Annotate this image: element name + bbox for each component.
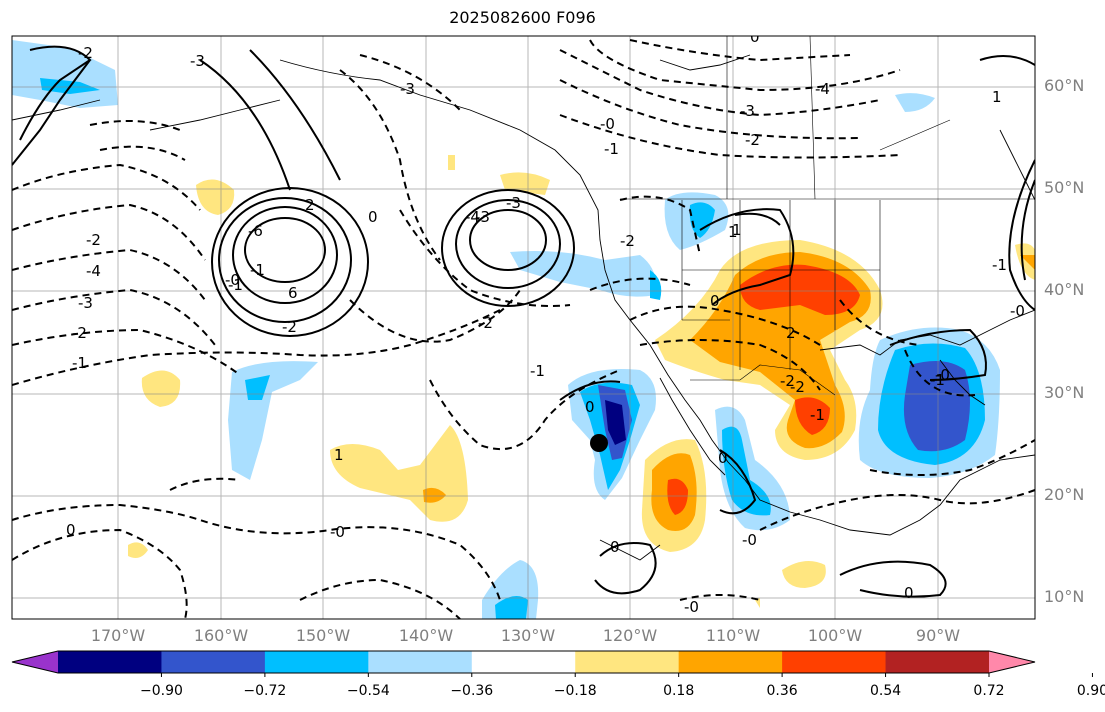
contour-label: -2 <box>72 324 87 342</box>
contour-label: -3 <box>506 194 521 212</box>
contour-label: -0 <box>935 366 950 384</box>
colorbar-segment <box>885 651 990 673</box>
contour-label: -3 <box>740 102 755 120</box>
contour-label: 0 <box>710 292 720 310</box>
contour-label: -0 <box>600 115 615 133</box>
colorbar-segment <box>471 651 576 673</box>
colorbar-tick-label: −0.36 <box>450 683 494 699</box>
colorbar-segment <box>678 651 783 673</box>
colorbar-segment <box>575 651 680 673</box>
lat-label: 50°N <box>1044 178 1085 197</box>
contour-label: -0 <box>330 523 345 541</box>
colorbar <box>11 650 1093 677</box>
lat-label: 10°N <box>1044 587 1085 606</box>
contour-label: 6 <box>288 284 298 302</box>
contour-label: 0 <box>368 208 378 226</box>
colorbar-tick-label: 0.36 <box>766 683 798 699</box>
contour-label: 2 <box>305 196 315 214</box>
contour-label: -3 <box>475 208 490 226</box>
contour-label: -2 <box>620 232 635 250</box>
colorbar-extend-high <box>989 651 1035 673</box>
contour-label: 1 <box>992 88 1002 106</box>
contour-label: -2 <box>86 231 101 249</box>
contour-label: 1 <box>732 221 742 239</box>
contour-label: -1 <box>72 354 87 372</box>
colorbar-tick-label: 0.54 <box>869 683 902 699</box>
contour-label: -6 <box>248 222 263 240</box>
colorbar-tick-label: −0.54 <box>346 683 390 699</box>
contour-label: -1 <box>992 256 1007 274</box>
colorbar-tick-label: 0.72 <box>973 683 1005 699</box>
shaded-anomaly-layer <box>12 40 1035 619</box>
colorbar-segment <box>58 651 162 673</box>
contour-label: -2 <box>745 131 760 149</box>
contour-label: -2 <box>478 314 493 332</box>
lon-label: 150°W <box>295 626 351 645</box>
colorbar-tick-label: −0.90 <box>139 683 183 699</box>
coastlines <box>12 54 1035 561</box>
contour-label: 0 <box>66 521 76 539</box>
colorbar-segment <box>161 651 266 673</box>
lat-label: 20°N <box>1044 485 1085 504</box>
map-background <box>12 36 1035 619</box>
contour-label: 0 <box>904 584 914 602</box>
lon-label: 100°W <box>807 626 863 645</box>
lon-label: 160°W <box>193 626 249 645</box>
colorbar-tick-label: 0.18 <box>663 683 695 699</box>
solid-contours <box>12 45 1035 598</box>
lat-label: 60°N <box>1044 76 1085 95</box>
colorbar-tick-label: −0.18 <box>553 683 597 699</box>
lon-label: 130°W <box>500 626 556 645</box>
contour-label: -2 <box>78 44 93 62</box>
lon-label: 90°W <box>915 626 961 645</box>
graticule <box>12 36 1035 619</box>
lat-label: 30°N <box>1044 383 1085 402</box>
political-borders <box>620 36 1035 396</box>
contour-label: 2 <box>786 324 796 342</box>
colorbar-tick-label: −0.72 <box>243 683 287 699</box>
point-marker <box>590 434 608 452</box>
contour-label: -1 <box>930 371 945 389</box>
contour-label: 1 <box>728 223 738 241</box>
contour-label: -1 <box>604 140 619 158</box>
colorbar-segment <box>782 651 887 673</box>
lon-label: 120°W <box>602 626 658 645</box>
contour-label: -1 <box>228 276 243 294</box>
contour-label: -1 <box>810 406 825 424</box>
contour-label: 0 <box>610 538 620 556</box>
contour-labels: -2 -3 -4 -3 -2 -1 -0 -1 -2 -3 -4 -3 -2 -… <box>66 28 1025 616</box>
colorbar-tick-label: 0.90 <box>1076 683 1105 699</box>
contour-label: -0 <box>1010 302 1025 320</box>
colorbar-extend-low <box>12 651 58 673</box>
dashed-contours <box>12 39 1035 619</box>
contour-label: -3 <box>78 294 93 312</box>
contour-label: -0 <box>684 598 699 616</box>
contour-label: -1 <box>530 362 545 380</box>
contour-label: -4 <box>815 80 830 98</box>
contour-label: -2 <box>790 378 805 396</box>
contour-label: -2 <box>282 318 297 336</box>
lat-label: 40°N <box>1044 280 1085 299</box>
contour-label: 0 <box>750 28 760 46</box>
colorbar-segment <box>264 651 369 673</box>
contour-label: -4 <box>465 208 480 226</box>
colorbar-segment <box>368 651 473 673</box>
lon-label: 110°W <box>705 626 761 645</box>
chart-title: 2025082600 F096 <box>449 8 596 27</box>
map-frame <box>11 35 1036 620</box>
contour-label: -0 <box>742 531 757 549</box>
contour-label: -3 <box>190 52 205 70</box>
contour-label: -2 <box>780 372 795 390</box>
contour-label: 0 <box>718 449 728 467</box>
contour-label: -3 <box>400 80 415 98</box>
contour-label: 1 <box>334 446 344 464</box>
contour-label: 0 <box>585 398 595 416</box>
contour-label: -0 <box>225 271 240 289</box>
colorbar-outline <box>11 650 1036 674</box>
lon-label: 140°W <box>398 626 454 645</box>
contour-label: -4 <box>86 262 101 280</box>
contour-label: -1 <box>250 261 265 279</box>
lon-label: 170°W <box>90 626 146 645</box>
